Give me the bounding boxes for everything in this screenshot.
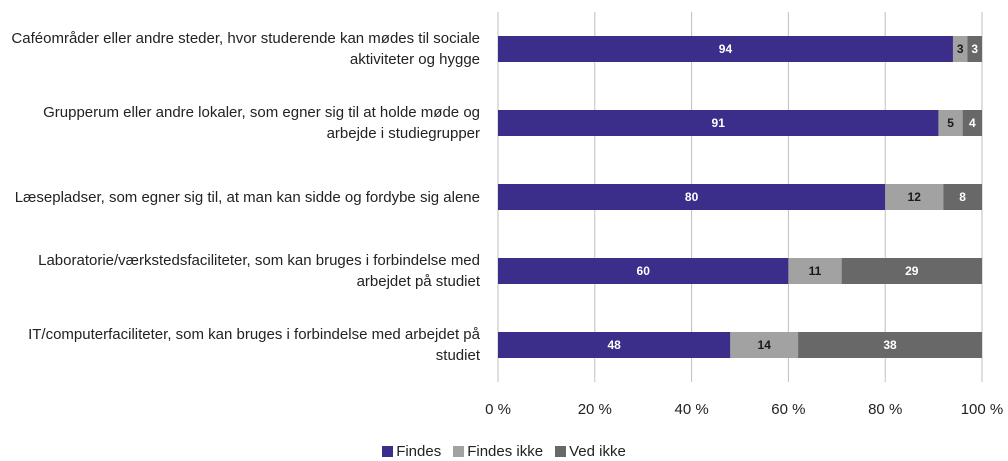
data-label: 38 <box>883 338 897 352</box>
x-tick-label: 20 % <box>578 401 612 418</box>
bar-segment <box>788 258 842 284</box>
bar-segment <box>962 110 982 136</box>
legend-label: Findes <box>396 443 442 460</box>
x-tick-label: 80 % <box>868 401 902 418</box>
bar-segment <box>841 258 982 284</box>
legend-swatch <box>382 446 394 457</box>
bar-segment <box>885 184 944 210</box>
data-label: 3 <box>957 42 964 56</box>
bar-segment <box>498 258 789 284</box>
bar-segment <box>498 36 953 62</box>
bar-segment <box>498 184 886 210</box>
data-label: 14 <box>758 338 772 352</box>
x-tick-label: 40 % <box>674 401 708 418</box>
x-tick-label: 100 % <box>961 401 1004 418</box>
category-label: IT/computerfaciliteter, som kan bruges i… <box>28 326 480 364</box>
bar-segment <box>938 110 963 136</box>
data-label: 11 <box>809 264 822 278</box>
legend-swatch <box>453 446 465 457</box>
data-label: 8 <box>959 190 966 204</box>
bar-segment <box>798 332 982 358</box>
data-label: 60 <box>637 264 651 278</box>
legend-label: Findes ikke <box>467 443 544 460</box>
legend-swatch <box>555 446 567 457</box>
category-label: Grupperum eller andre lokaler, som egner… <box>43 104 480 142</box>
legend-item: Findes ikke <box>453 443 543 460</box>
x-tick-label: 0 % <box>485 401 511 418</box>
bar-segment <box>952 36 968 62</box>
category-label: Laboratorie/værkstedsfaciliteter, som ka… <box>38 252 480 290</box>
data-label: 94 <box>719 42 733 56</box>
legend-label: Ved ikke <box>569 443 626 460</box>
legend-item: Ved ikke <box>555 443 626 460</box>
bar-segment <box>498 110 939 136</box>
bar-segment <box>943 184 982 210</box>
data-label: 48 <box>607 338 621 352</box>
data-label: 3 <box>971 42 978 56</box>
bar-segment <box>730 332 799 358</box>
data-label: 5 <box>947 116 954 130</box>
legend: Findes Findes ikke Ved ikke <box>0 443 1008 460</box>
data-label: 91 <box>712 116 726 130</box>
data-label: 12 <box>908 190 922 204</box>
legend-item: Findes <box>382 443 441 460</box>
data-label: 4 <box>969 116 976 130</box>
bar-segment <box>967 36 982 62</box>
data-label: 29 <box>905 264 919 278</box>
data-label: 80 <box>685 190 699 204</box>
x-tick-label: 60 % <box>771 401 805 418</box>
category-label: Caféområder eller andre steder, hvor stu… <box>11 30 480 68</box>
bar-segment <box>498 332 731 358</box>
category-label: Læsepladser, som egner sig til, at man k… <box>14 188 480 206</box>
